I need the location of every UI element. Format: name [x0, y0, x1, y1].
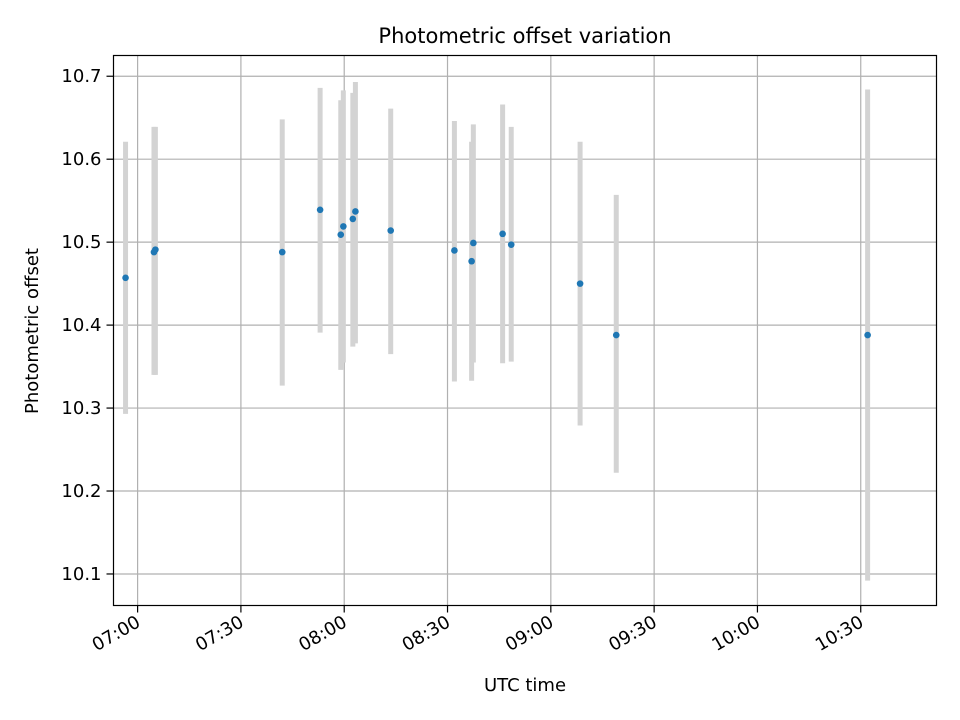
y-tick-label: 10.4 — [61, 315, 101, 336]
chart-title: Photometric offset variation — [378, 24, 671, 48]
data-point — [278, 248, 286, 256]
grid-lines — [113, 55, 937, 606]
plot-frame — [112, 54, 938, 607]
data-points — [122, 206, 871, 339]
data-point — [499, 230, 506, 238]
data-point — [316, 206, 324, 214]
data-point — [451, 247, 458, 254]
data-point — [349, 215, 357, 223]
y-tick-label: 10.1 — [61, 564, 101, 585]
y-tick-label: 10.6 — [61, 149, 101, 170]
data-point — [612, 331, 620, 339]
data-point — [470, 239, 477, 247]
data-point — [337, 231, 345, 238]
x-axis-label: UTC time — [484, 675, 566, 696]
data-point — [387, 227, 395, 234]
data-point — [576, 280, 584, 287]
y-axis-ticks: 10.1 10.2 10.3 10.4 10.5 10.6 10.7 — [61, 66, 114, 585]
data-point — [507, 241, 515, 248]
data-point — [864, 331, 871, 339]
data-point — [122, 274, 129, 282]
data-point — [340, 223, 347, 230]
y-tick-label: 10.7 — [61, 66, 101, 87]
data-point — [352, 208, 359, 215]
y-tick-label: 10.5 — [61, 232, 101, 253]
y-tick-label: 10.2 — [61, 481, 101, 502]
data-point — [468, 257, 475, 265]
y-axis-label: Photometric offset — [22, 248, 43, 414]
y-tick-label: 10.3 — [61, 398, 101, 419]
data-point — [152, 246, 159, 253]
